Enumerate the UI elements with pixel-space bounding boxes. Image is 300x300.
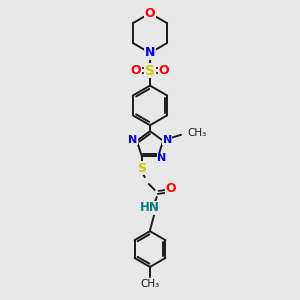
Text: O: O <box>159 64 169 77</box>
Text: O: O <box>165 182 176 196</box>
Text: N: N <box>128 135 137 145</box>
Text: O: O <box>131 64 141 77</box>
Text: CH₃: CH₃ <box>187 128 206 138</box>
Text: N: N <box>145 46 155 59</box>
Text: S: S <box>137 162 146 175</box>
Text: CH₃: CH₃ <box>140 279 160 289</box>
Text: O: O <box>145 7 155 20</box>
Text: N: N <box>163 135 172 145</box>
Text: HN: HN <box>140 201 160 214</box>
Text: S: S <box>145 64 155 78</box>
Text: N: N <box>158 153 167 163</box>
